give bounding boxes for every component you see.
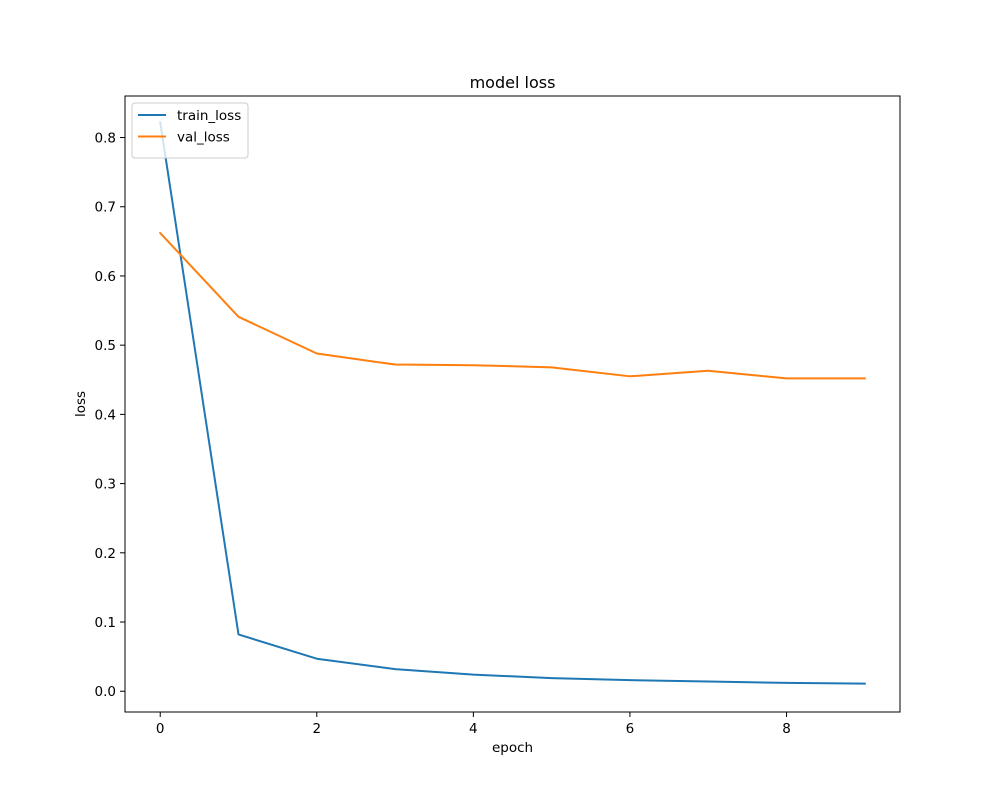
legend-label: val_loss: [177, 130, 230, 146]
y-tick-label: 0.1: [95, 615, 116, 631]
legend-box: [131, 102, 249, 159]
y-tick-label: 0.2: [95, 546, 116, 562]
series-line-val-loss: [158, 231, 866, 380]
y-tick-label: 0.3: [95, 477, 116, 493]
x-tick-label: 6: [626, 721, 635, 737]
plot-frame: [124, 95, 901, 713]
y-axis-label: loss: [73, 391, 89, 417]
y-axis: 0.0 0.1 0.2 0.3 0.4 0.5 0.6 0.7 0.8: [95, 131, 125, 700]
x-tick-label: 2: [312, 721, 321, 737]
y-tick-label: 0.5: [95, 338, 116, 354]
legend: train_loss val_loss: [131, 102, 249, 159]
series-line-train-loss: [159, 121, 866, 685]
y-tick-label: 0.8: [95, 131, 116, 147]
y-tick-label: 0.4: [95, 407, 116, 423]
chart-title: model loss: [470, 73, 556, 92]
x-axis-label: epoch: [492, 740, 533, 756]
x-axis: 0 2 4 6 8: [156, 712, 791, 737]
y-tick-label: 0.7: [95, 200, 116, 216]
x-tick-label: 8: [782, 721, 791, 737]
x-tick-label: 4: [469, 721, 478, 737]
legend-label: train_loss: [177, 108, 241, 124]
y-tick-label: 0.0: [95, 684, 116, 700]
x-tick-label: 0: [156, 721, 165, 737]
y-tick-label: 0.6: [95, 269, 116, 285]
series-layer: [158, 121, 866, 685]
